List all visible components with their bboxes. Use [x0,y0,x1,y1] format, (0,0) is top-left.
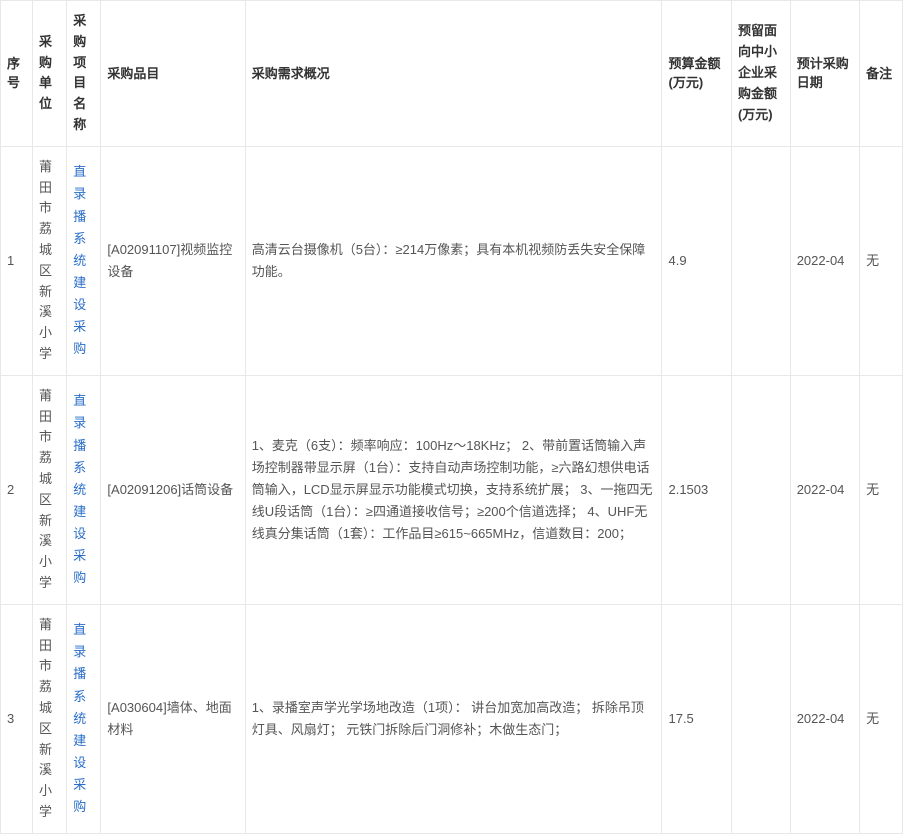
table-row: 3莆田市荔城区新溪小学直录播系统建设采购 [A030604]墙体、地面材料1、录播… [1,604,903,833]
cell-note: 无 [860,604,903,833]
project-link[interactable]: 直录播系统建设采购 [73,393,86,585]
cell-budget: 4.9 [662,146,731,375]
project-link[interactable]: 直录播系统建设采购 [73,622,86,814]
cell-proj: 直录播系统建设采购 [67,375,101,604]
cell-budget: 2.1503 [662,375,731,604]
cell-seq: 3 [1,604,33,833]
cell-date: 2022-04 [790,604,859,833]
cell-item: [A02091206]话筒设备 [101,375,245,604]
table-header-row: 序号 采购单位 采购项目名称 采购品目 采购需求概况 预算金额(万元) 预留面向… [1,1,903,147]
cell-unit: 莆田市荔城区新溪小学 [33,146,67,375]
table-row: 1莆田市荔城区新溪小学直录播系统建设采购 [A02091107]视频监控设备高清云… [1,146,903,375]
cell-item: [A02091107]视频监控设备 [101,146,245,375]
cell-desc: 1、麦克（6支）：频率响应：100Hz～18KHz； 2、带前置话筒输入声场控制… [245,375,662,604]
col-header-reserve: 预留面向中小企业采购金额(万元) [731,1,790,147]
col-header-date: 预计采购日期 [790,1,859,147]
cell-note: 无 [860,375,903,604]
cell-seq: 1 [1,146,33,375]
col-header-proj: 采购项目名称 [67,1,101,147]
col-header-note: 备注 [860,1,903,147]
cell-reserve [731,375,790,604]
procurement-table: 序号 采购单位 采购项目名称 采购品目 采购需求概况 预算金额(万元) 预留面向… [0,0,903,834]
cell-reserve [731,604,790,833]
cell-date: 2022-04 [790,375,859,604]
project-link[interactable]: 直录播系统建设采购 [73,164,86,356]
cell-proj: 直录播系统建设采购 [67,146,101,375]
cell-proj: 直录播系统建设采购 [67,604,101,833]
cell-seq: 2 [1,375,33,604]
col-header-budget: 预算金额(万元) [662,1,731,147]
col-header-seq: 序号 [1,1,33,147]
table-row: 2莆田市荔城区新溪小学直录播系统建设采购 [A02091206]话筒设备1、麦克（… [1,375,903,604]
cell-desc: 1、录播室声学光学场地改造（1项）： 讲台加宽加高改造； 拆除吊顶灯具、风扇灯；… [245,604,662,833]
cell-reserve [731,146,790,375]
cell-desc: 高清云台摄像机（5台）：≥214万像素；具有本机视频防丢失安全保障功能。 [245,146,662,375]
cell-budget: 17.5 [662,604,731,833]
table-body: 1莆田市荔城区新溪小学直录播系统建设采购[A02091107]视频监控设备高清云… [1,146,903,833]
cell-date: 2022-04 [790,146,859,375]
cell-item: [A030604]墙体、地面材料 [101,604,245,833]
cell-unit: 莆田市荔城区新溪小学 [33,604,67,833]
col-header-unit: 采购单位 [33,1,67,147]
col-header-item: 采购品目 [101,1,245,147]
cell-unit: 莆田市荔城区新溪小学 [33,375,67,604]
col-header-desc: 采购需求概况 [245,1,662,147]
cell-note: 无 [860,146,903,375]
